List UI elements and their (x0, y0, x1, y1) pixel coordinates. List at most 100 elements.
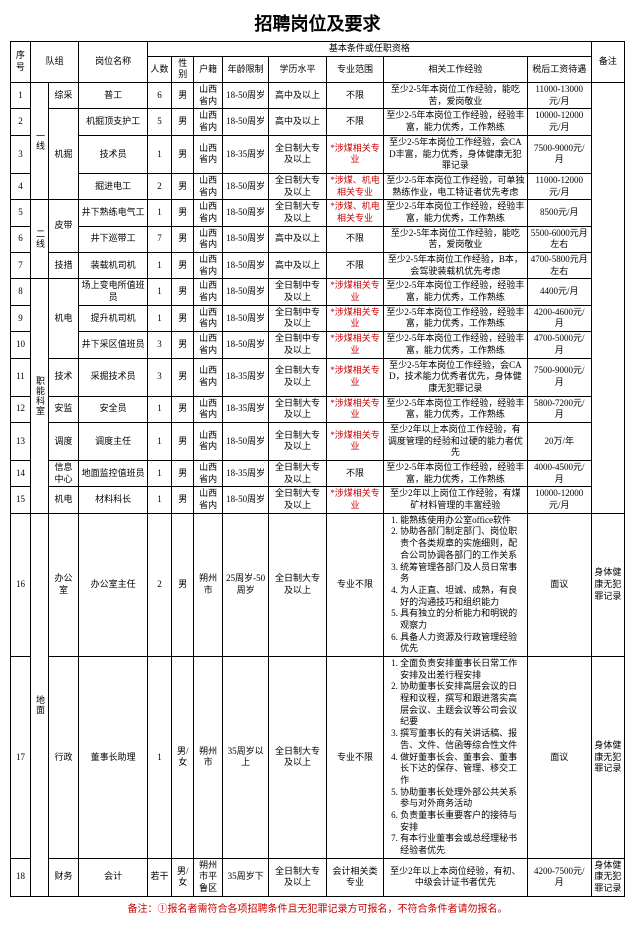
major: *涉煤相关专业 (326, 305, 383, 331)
salary: 10000-12000元/月 (527, 109, 591, 135)
hukou: 山西省内 (194, 279, 223, 305)
hukou: 山西省内 (194, 305, 223, 331)
age: 18-50周岁 (222, 226, 268, 252)
seq: 4 (11, 173, 31, 199)
major: 专业不限 (326, 657, 383, 859)
count: 2 (147, 513, 171, 656)
exp: 至少2-5年本岗位工作经验，能吃苦，爱岗敬业 (384, 226, 528, 252)
major: *涉煤、机电相关专业 (326, 173, 383, 199)
salary: 4400元/月 (527, 279, 591, 305)
seq: 14 (11, 461, 31, 487)
exp: 至少2-5年本岗位工作经验，经验丰富，能力优秀，工作熟练 (384, 109, 528, 135)
salary: 10000-12000元/月 (527, 487, 591, 513)
hukou: 朔州市平鲁区 (194, 858, 223, 896)
hukou: 山西省内 (194, 253, 223, 279)
col-note: 备注 (591, 42, 624, 83)
count: 1 (147, 279, 171, 305)
exp: 至少2年以上本岗位经验，有初、中级会计证书者优先 (384, 858, 528, 896)
hukou: 山西省内 (194, 358, 223, 396)
post: 提升机司机 (79, 305, 147, 331)
count: 7 (147, 226, 171, 252)
salary: 11000-13000元/月 (527, 83, 591, 109)
col-post: 岗位名称 (79, 42, 147, 83)
age: 18-50周岁 (222, 279, 268, 305)
edu: 全日制大专及以上 (269, 422, 326, 460)
major: *涉煤、机电相关专业 (326, 200, 383, 226)
edu: 全日制大专及以上 (269, 135, 326, 173)
gender: 男 (172, 83, 194, 109)
age: 18-50周岁 (222, 487, 268, 513)
salary: 4700-5800元月左右 (527, 253, 591, 279)
hukou: 山西省内 (194, 83, 223, 109)
hukou: 山西省内 (194, 396, 223, 422)
edu: 全日制大专及以上 (269, 200, 326, 226)
exp: 至少2-5年本岗位工作经验，能吃苦，爱岗敬业 (384, 83, 528, 109)
gender: 男 (172, 461, 194, 487)
exp: 至少2-5年本岗位工作经验，B本，会驾驶装载机优先考虑 (384, 253, 528, 279)
exp: 至少2-5年本岗位工作经验，可单独熟练作业，电工特证者优先考虑 (384, 173, 528, 199)
age: 18-50周岁 (222, 200, 268, 226)
count: 若干 (147, 858, 171, 896)
gender: 男 (172, 226, 194, 252)
footnote: 备注：①报名者需符合各项招聘条件且无犯罪记录方可报名，不符合条件者请勿报名。 (10, 900, 625, 915)
col-basic: 基本条件或任职资格 (147, 42, 591, 57)
exp: 至少2年以上本岗位工作经验，有调度管理的经验和过硬的能力者优先 (384, 422, 528, 460)
seq: 10 (11, 332, 31, 358)
count: 6 (147, 83, 171, 109)
note: 身体健康无犯罪记录 (591, 513, 624, 656)
age: 35周岁下 (222, 858, 268, 896)
gender: 男/女 (172, 858, 194, 896)
edu: 高中及以上 (269, 226, 326, 252)
seq: 3 (11, 135, 31, 173)
age: 18-35周岁 (222, 461, 268, 487)
post: 掘进电工 (79, 173, 147, 199)
salary: 4000-4500元/月 (527, 461, 591, 487)
edu: 高中及以上 (269, 253, 326, 279)
col-team: 队组 (30, 42, 79, 83)
seq: 8 (11, 279, 31, 305)
age: 18-50周岁 (222, 83, 268, 109)
seq: 18 (11, 858, 31, 896)
age: 18-35周岁 (222, 135, 268, 173)
post: 调度主任 (79, 422, 147, 460)
hukou: 山西省内 (194, 422, 223, 460)
age: 18-50周岁 (222, 332, 268, 358)
salary: 5800-7200元/月 (527, 396, 591, 422)
post: 装载机司机 (79, 253, 147, 279)
edu: 全日制大专及以上 (269, 173, 326, 199)
team-cell: 调度 (48, 422, 79, 460)
count: 1 (147, 422, 171, 460)
hukou: 朔州市 (194, 513, 223, 656)
col-major: 专业范围 (326, 56, 383, 82)
age: 18-50周岁 (222, 109, 268, 135)
major: *涉煤相关专业 (326, 358, 383, 396)
hukou: 山西省内 (194, 332, 223, 358)
recruitment-table: 序号 队组 岗位名称 基本条件或任职资格 备注 人数 性别 户籍 年龄限制 学历… (10, 41, 625, 897)
exp: 全面负责安排董事长日常工作安排及出差行程安排协助董事长安排高层会议的日程和议程，… (384, 657, 528, 859)
count: 3 (147, 332, 171, 358)
count: 5 (147, 109, 171, 135)
post: 办公室主任 (79, 513, 147, 656)
count: 1 (147, 487, 171, 513)
post: 机掘顶支护工 (79, 109, 147, 135)
team-cell: 职能科室 (30, 279, 48, 513)
age: 18-50周岁 (222, 253, 268, 279)
seq: 1 (11, 83, 31, 109)
seq: 6 (11, 226, 31, 252)
salary: 4200-4600元/月 (527, 305, 591, 331)
note: 身体健康无犯罪记录 (591, 657, 624, 859)
col-age: 年龄限制 (222, 56, 268, 82)
note: 身体健康无犯罪记录 (591, 858, 624, 896)
gender: 男 (172, 109, 194, 135)
major: 不限 (326, 83, 383, 109)
post: 井下采区值班员 (79, 332, 147, 358)
col-salary: 税后工资待遇 (527, 56, 591, 82)
count: 2 (147, 173, 171, 199)
salary: 11000-12000元/月 (527, 173, 591, 199)
salary: 7500-9000元/月 (527, 135, 591, 173)
exp: 至少2-5年本岗位工作经验，经验丰富，能力优秀，工作熟练 (384, 332, 528, 358)
seq: 17 (11, 657, 31, 859)
col-hukou: 户籍 (194, 56, 223, 82)
salary: 20万/年 (527, 422, 591, 460)
team-cell: 技措 (48, 253, 79, 279)
